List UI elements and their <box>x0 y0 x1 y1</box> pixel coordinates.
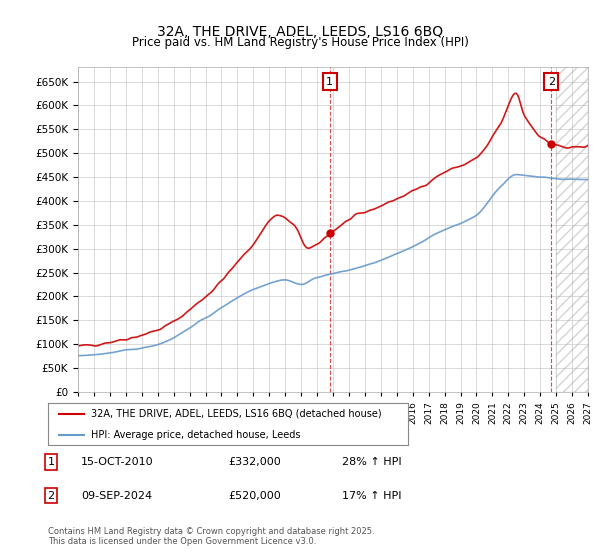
Text: 28% ↑ HPI: 28% ↑ HPI <box>342 457 401 467</box>
Text: £520,000: £520,000 <box>228 491 281 501</box>
Text: Price paid vs. HM Land Registry's House Price Index (HPI): Price paid vs. HM Land Registry's House … <box>131 36 469 49</box>
Text: 17% ↑ HPI: 17% ↑ HPI <box>342 491 401 501</box>
Text: 1: 1 <box>47 457 55 467</box>
Text: 2: 2 <box>548 77 555 87</box>
Text: 32A, THE DRIVE, ADEL, LEEDS, LS16 6BQ: 32A, THE DRIVE, ADEL, LEEDS, LS16 6BQ <box>157 25 443 39</box>
Text: 1: 1 <box>326 77 334 87</box>
Text: 32A, THE DRIVE, ADEL, LEEDS, LS16 6BQ (detached house): 32A, THE DRIVE, ADEL, LEEDS, LS16 6BQ (d… <box>91 409 382 419</box>
Text: £332,000: £332,000 <box>228 457 281 467</box>
Text: HPI: Average price, detached house, Leeds: HPI: Average price, detached house, Leed… <box>91 430 301 440</box>
Text: 15-OCT-2010: 15-OCT-2010 <box>81 457 154 467</box>
Text: 09-SEP-2024: 09-SEP-2024 <box>81 491 152 501</box>
Text: 2: 2 <box>47 491 55 501</box>
Text: Contains HM Land Registry data © Crown copyright and database right 2025.
This d: Contains HM Land Registry data © Crown c… <box>48 526 374 546</box>
